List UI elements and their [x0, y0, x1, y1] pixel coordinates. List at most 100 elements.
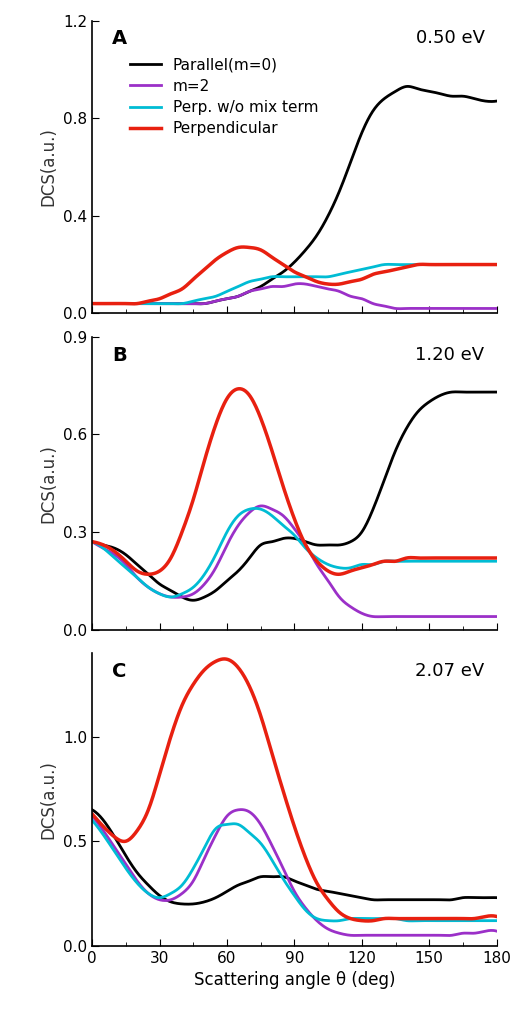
Perpendicular: [89, 297, 95, 309]
Perpendicular: [283, 260, 289, 272]
Perpendicular: [494, 911, 500, 923]
Parallel(m=0): [89, 536, 95, 548]
Parallel(m=0): [331, 886, 337, 898]
Parallel(m=0): [282, 531, 288, 544]
Text: 0.50 eV: 0.50 eV: [416, 30, 484, 47]
Perp. w/o mix term: [331, 269, 337, 282]
Perpendicular: [485, 258, 492, 270]
m=2: [89, 536, 95, 548]
m=2: [331, 925, 337, 938]
Perpendicular: [331, 567, 337, 580]
m=2: [309, 280, 315, 292]
m=2: [331, 284, 337, 296]
Parallel(m=0): [309, 538, 315, 550]
Line: m=2: m=2: [92, 506, 497, 617]
Perp. w/o mix term: [386, 258, 392, 270]
Text: 1.20 eV: 1.20 eV: [415, 345, 484, 364]
Parallel(m=0): [285, 531, 291, 544]
Text: B: B: [113, 345, 127, 365]
Parallel(m=0): [309, 881, 315, 893]
Parallel(m=0): [197, 298, 203, 310]
Text: C: C: [113, 662, 127, 681]
Perp. w/o mix term: [282, 270, 288, 283]
m=2: [422, 302, 429, 315]
Text: A: A: [113, 30, 127, 48]
Line: Parallel(m=0): Parallel(m=0): [92, 86, 497, 304]
Parallel(m=0): [494, 891, 500, 904]
Perp. w/o mix term: [421, 915, 428, 927]
Parallel(m=0): [185, 898, 191, 911]
m=2: [282, 867, 288, 879]
m=2: [494, 925, 500, 938]
Perpendicular: [240, 241, 246, 253]
Perp. w/o mix term: [494, 555, 500, 567]
Perpendicular: [331, 279, 337, 291]
Line: Parallel(m=0): Parallel(m=0): [92, 392, 497, 600]
Perp. w/o mix term: [422, 258, 429, 270]
m=2: [284, 280, 290, 292]
m=2: [285, 872, 291, 884]
Line: m=2: m=2: [92, 810, 497, 935]
Y-axis label: DCS(a.u.): DCS(a.u.): [39, 760, 58, 839]
Perpendicular: [422, 552, 429, 564]
Perpendicular: [485, 910, 492, 922]
Perp. w/o mix term: [485, 555, 492, 567]
Perp. w/o mix term: [310, 549, 316, 561]
Perpendicular: [130, 298, 136, 310]
Parallel(m=0): [285, 262, 291, 274]
Parallel(m=0): [282, 264, 288, 277]
Perpendicular: [285, 799, 291, 811]
Perp. w/o mix term: [175, 298, 181, 310]
Perpendicular: [365, 915, 371, 927]
m=2: [331, 583, 337, 595]
Line: Perp. w/o mix term: Perp. w/o mix term: [92, 264, 497, 304]
Perpendicular: [422, 913, 429, 925]
Parallel(m=0): [89, 804, 95, 816]
Perp. w/o mix term: [485, 915, 491, 927]
Perpendicular: [310, 273, 316, 286]
Line: m=2: m=2: [92, 284, 497, 308]
Line: Perpendicular: Perpendicular: [92, 659, 497, 921]
Perpendicular: [237, 382, 243, 395]
Perp. w/o mix term: [285, 270, 291, 283]
Parallel(m=0): [331, 539, 337, 551]
m=2: [444, 929, 450, 942]
Perp. w/o mix term: [494, 258, 500, 270]
m=2: [89, 297, 95, 309]
Perp. w/o mix term: [89, 536, 95, 548]
Perp. w/o mix term: [285, 523, 291, 536]
Parallel(m=0): [494, 386, 500, 398]
Perpendicular: [89, 808, 95, 820]
Perpendicular: [335, 568, 342, 581]
Perpendicular: [285, 493, 291, 506]
Perp. w/o mix term: [309, 270, 315, 283]
m=2: [485, 611, 492, 623]
Parallel(m=0): [309, 236, 315, 249]
Parallel(m=0): [331, 198, 337, 211]
Perpendicular: [309, 549, 315, 561]
Parallel(m=0): [453, 386, 459, 398]
Perpendicular: [285, 262, 291, 274]
m=2: [238, 804, 244, 816]
Perp. w/o mix term: [308, 909, 314, 921]
Parallel(m=0): [485, 96, 492, 108]
m=2: [494, 302, 500, 315]
Parallel(m=0): [285, 872, 291, 884]
Parallel(m=0): [89, 297, 95, 309]
m=2: [285, 514, 291, 526]
m=2: [397, 302, 403, 315]
Perp. w/o mix term: [281, 875, 287, 887]
m=2: [422, 611, 429, 623]
Perp. w/o mix term: [252, 503, 258, 515]
Parallel(m=0): [422, 84, 429, 97]
Parallel(m=0): [485, 386, 492, 398]
Perpendicular: [331, 901, 337, 913]
Line: Perpendicular: Perpendicular: [92, 247, 497, 304]
Perp. w/o mix term: [330, 915, 336, 927]
Parallel(m=0): [421, 399, 428, 411]
Perpendicular: [422, 258, 429, 270]
Perpendicular: [309, 867, 315, 879]
Text: 2.07 eV: 2.07 eV: [415, 662, 484, 680]
Perp. w/o mix term: [283, 521, 289, 534]
Perp. w/o mix term: [485, 258, 492, 270]
